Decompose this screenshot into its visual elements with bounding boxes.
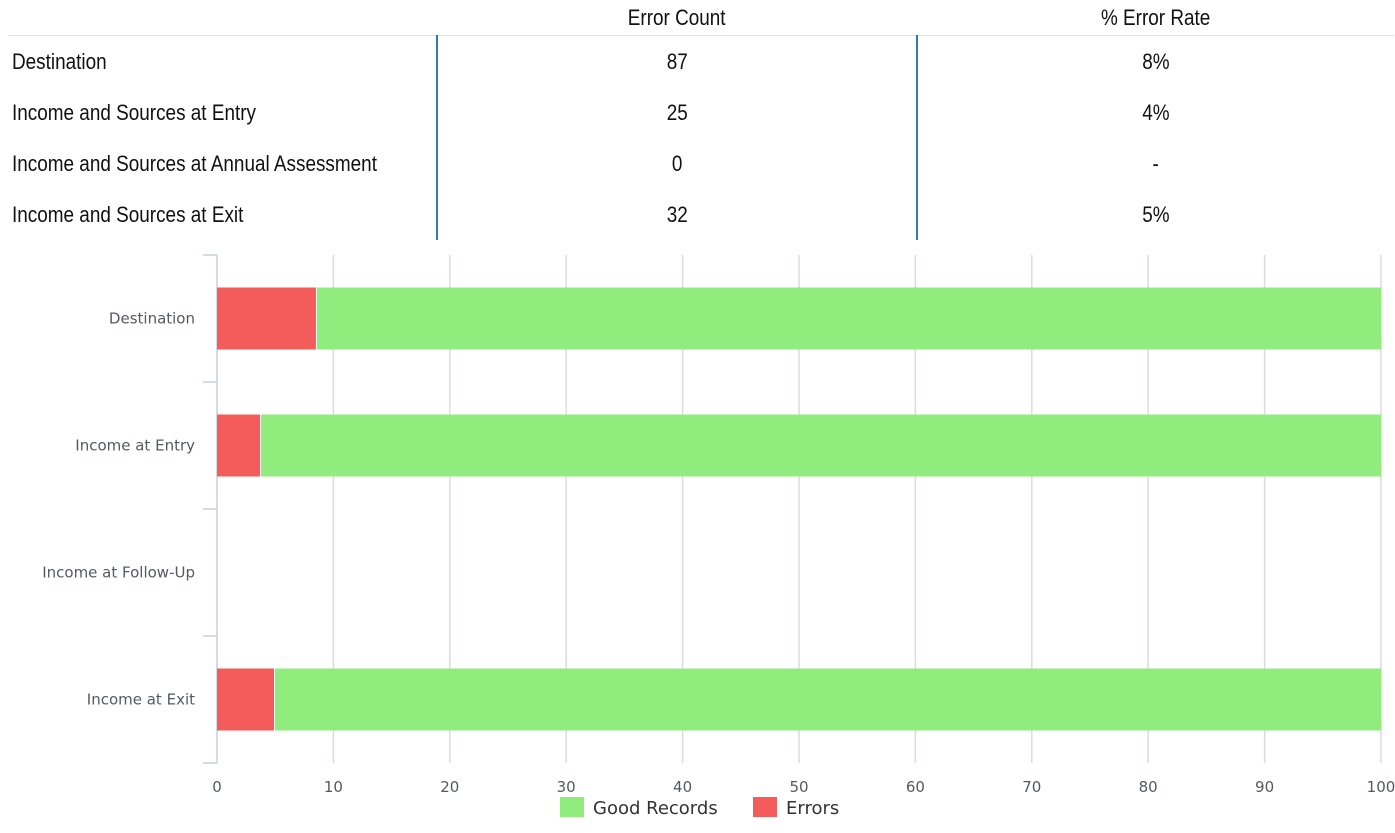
header-error-rate: % Error Rate (950, 0, 1361, 36)
x-tick-label: 10 (324, 778, 343, 796)
table-row: Destination 87 8% (8, 35, 1394, 87)
row-error-rate: 4% (915, 87, 1394, 138)
row-label: Income and Sources at Entry (12, 99, 256, 125)
error-bar-segment (217, 668, 275, 731)
category-label: Destination (109, 310, 195, 328)
category-label: Income at Exit (87, 691, 195, 709)
legend-label-good-records: Good Records (593, 798, 718, 819)
legend: Good Records Errors (560, 797, 839, 819)
x-tick-label: 80 (1139, 778, 1158, 796)
x-tick-label: 50 (789, 778, 808, 796)
row-error-count: 32 (436, 189, 917, 240)
row-error-count: 25 (436, 87, 917, 138)
bars (217, 287, 1382, 731)
x-tick-label: 60 (906, 778, 925, 796)
x-tick-label: 20 (440, 778, 459, 796)
x-tick-label: 70 (1022, 778, 1041, 796)
legend-label-errors: Errors (786, 798, 839, 819)
legend-swatch-errors (753, 797, 777, 817)
x-tick-labels: 0 10 20 30 40 50 60 70 80 90 100 (212, 778, 1395, 796)
row-error-rate: - (915, 138, 1394, 189)
category-labels: Destination Income at Entry Income at Foll… (42, 310, 195, 709)
category-label: Income at Entry (75, 437, 195, 455)
header-blank (38, 0, 408, 36)
header-error-count: Error Count (470, 0, 884, 36)
row-error-rate: 5% (915, 189, 1394, 240)
good-records-bar-segment (261, 414, 1381, 477)
stacked-bar-chart: 0 10 20 30 40 50 60 70 80 90 100 Destination Income… (42, 254, 1395, 819)
axes (203, 254, 218, 764)
error-bar-segment (217, 287, 316, 350)
x-tick-label: 100 (1367, 778, 1395, 796)
x-tick-label: 0 (212, 778, 222, 796)
row-label: Destination (12, 48, 107, 74)
table-header-row: Error Count % Error Rate (8, 0, 1394, 36)
row-error-rate: 8% (915, 35, 1394, 87)
error-bar-segment (217, 414, 261, 477)
table-row: Income and Sources at Exit 32 5% (8, 189, 1394, 240)
table-row: Income and Sources at Annual Assessment … (8, 138, 1394, 189)
row-error-count: 0 (436, 138, 917, 189)
good-records-bar-segment (275, 668, 1381, 731)
x-tick-label: 30 (557, 778, 576, 796)
error-summary-table: Error Count % Error Rate Destination 87 … (8, 0, 1394, 240)
good-records-bar-segment (316, 287, 1382, 350)
table-row: Income and Sources at Entry 25 4% (8, 87, 1394, 138)
x-tick-label: 40 (673, 778, 692, 796)
category-label: Income at Follow-Up (42, 564, 195, 582)
legend-swatch-good-records (560, 797, 584, 817)
row-label: Income and Sources at Annual Assessment (12, 150, 377, 176)
row-error-count: 87 (436, 35, 917, 87)
row-label: Income and Sources at Exit (12, 201, 244, 227)
x-tick-label: 90 (1255, 778, 1274, 796)
